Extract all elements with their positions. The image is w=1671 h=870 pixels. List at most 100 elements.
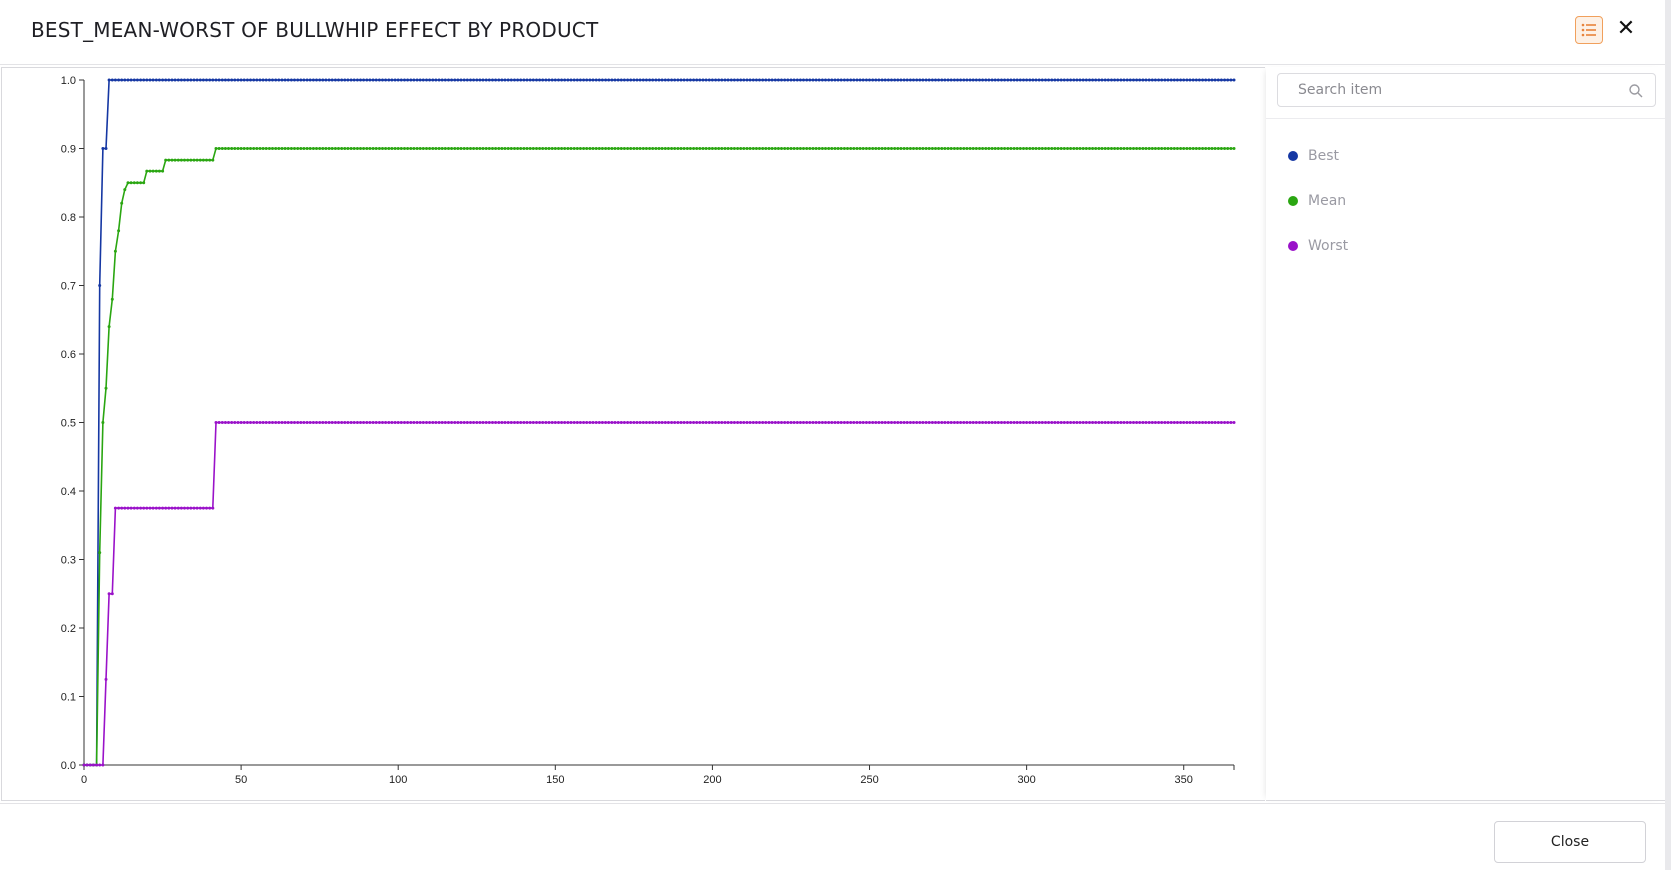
data-point-worst bbox=[761, 421, 765, 424]
data-point-best bbox=[487, 78, 491, 82]
data-point-mean bbox=[98, 551, 102, 555]
data-point-worst bbox=[968, 421, 972, 424]
data-point-best bbox=[666, 78, 670, 82]
data-point-best bbox=[720, 78, 724, 82]
data-point-best bbox=[1084, 78, 1088, 82]
data-point-worst bbox=[95, 763, 99, 767]
data-point-best bbox=[736, 78, 740, 82]
data-point-mean bbox=[1000, 147, 1003, 150]
data-point-best bbox=[154, 78, 158, 82]
data-point-mean bbox=[921, 147, 925, 150]
data-point-best bbox=[780, 78, 783, 82]
data-point-worst bbox=[1040, 421, 1044, 424]
data-point-best bbox=[638, 78, 642, 82]
data-point-best bbox=[934, 78, 937, 82]
data-point-worst bbox=[113, 506, 117, 510]
data-point-mean bbox=[318, 147, 322, 150]
data-point-worst bbox=[1106, 421, 1110, 424]
legend-item-worst[interactable]: Worst bbox=[1288, 235, 1348, 257]
data-point-best bbox=[387, 78, 391, 82]
x-tick-label: 0 bbox=[81, 774, 87, 786]
data-point-mean bbox=[154, 169, 158, 173]
data-point-worst bbox=[1194, 421, 1198, 424]
data-point-worst bbox=[682, 421, 686, 424]
data-point-mean bbox=[896, 147, 900, 150]
data-point-best bbox=[701, 78, 705, 82]
data-point-worst bbox=[101, 763, 105, 767]
data-point-worst bbox=[91, 763, 95, 767]
data-point-worst bbox=[399, 421, 403, 424]
data-point-best bbox=[663, 78, 667, 82]
data-point-mean bbox=[497, 147, 501, 150]
data-point-mean bbox=[148, 169, 152, 173]
data-point-worst bbox=[629, 421, 633, 424]
legend-item-best[interactable]: Best bbox=[1288, 145, 1339, 167]
data-point-mean bbox=[673, 147, 677, 150]
y-tick-label: 0.1 bbox=[61, 692, 76, 704]
data-point-best bbox=[890, 78, 893, 82]
data-point-mean bbox=[239, 147, 243, 150]
data-point-mean bbox=[802, 147, 805, 150]
data-point-best bbox=[1094, 78, 1098, 82]
data-point-worst bbox=[440, 421, 444, 424]
close-button[interactable]: Close bbox=[1494, 821, 1646, 863]
legend-toggle-button[interactable] bbox=[1575, 16, 1603, 44]
data-point-best bbox=[688, 78, 692, 82]
x-tick-label: 50 bbox=[235, 774, 247, 786]
legend-item-mean[interactable]: Mean bbox=[1288, 190, 1346, 212]
data-point-best bbox=[437, 78, 441, 82]
search-input[interactable] bbox=[1278, 74, 1618, 106]
data-point-mean bbox=[544, 147, 548, 150]
data-point-best bbox=[443, 78, 447, 82]
data-point-mean bbox=[654, 147, 658, 150]
data-point-worst bbox=[1153, 421, 1157, 424]
data-point-mean bbox=[651, 147, 655, 150]
data-point-best bbox=[1069, 78, 1073, 82]
data-point-worst bbox=[283, 421, 287, 424]
data-point-worst bbox=[305, 421, 309, 424]
data-point-mean bbox=[129, 181, 133, 185]
data-point-best bbox=[384, 78, 388, 82]
data-point-mean bbox=[949, 147, 953, 150]
data-point-best bbox=[1160, 78, 1164, 82]
data-point-mean bbox=[308, 147, 312, 150]
data-point-best bbox=[1059, 78, 1063, 82]
data-point-best bbox=[1172, 78, 1176, 82]
data-point-worst bbox=[465, 421, 469, 424]
data-point-best bbox=[409, 78, 413, 82]
data-point-best bbox=[491, 78, 494, 82]
data-point-mean bbox=[758, 147, 761, 150]
y-tick-label: 0.8 bbox=[61, 212, 76, 224]
data-point-worst bbox=[1044, 421, 1047, 424]
data-point-best bbox=[692, 78, 696, 82]
data-point-worst bbox=[626, 421, 630, 424]
data-point-worst bbox=[217, 421, 221, 424]
data-point-mean bbox=[352, 147, 356, 150]
data-point-mean bbox=[359, 147, 362, 150]
data-point-worst bbox=[333, 421, 337, 424]
data-point-mean bbox=[1088, 147, 1091, 150]
data-point-mean bbox=[1009, 147, 1013, 150]
data-point-best bbox=[1081, 78, 1085, 82]
close-icon[interactable]: ✕ bbox=[1616, 16, 1636, 41]
data-point-best bbox=[817, 78, 821, 82]
data-point-worst bbox=[491, 421, 494, 424]
data-point-mean bbox=[1050, 147, 1054, 150]
data-point-mean bbox=[431, 147, 435, 150]
data-point-worst bbox=[494, 421, 498, 424]
data-point-best bbox=[1075, 78, 1079, 82]
data-point-best bbox=[167, 78, 171, 82]
data-point-mean bbox=[195, 158, 199, 162]
data-point-worst bbox=[811, 421, 815, 424]
data-point-worst bbox=[616, 421, 620, 424]
data-point-mean bbox=[886, 147, 890, 150]
data-point-worst bbox=[648, 421, 652, 424]
data-point-best bbox=[572, 78, 576, 82]
x-tick-label: 300 bbox=[1017, 774, 1035, 786]
search-icon[interactable] bbox=[1628, 83, 1644, 99]
data-point-mean bbox=[475, 147, 479, 150]
data-point-best bbox=[399, 78, 403, 82]
data-point-mean bbox=[770, 147, 774, 150]
data-point-worst bbox=[1113, 421, 1117, 424]
data-point-mean bbox=[396, 147, 400, 150]
